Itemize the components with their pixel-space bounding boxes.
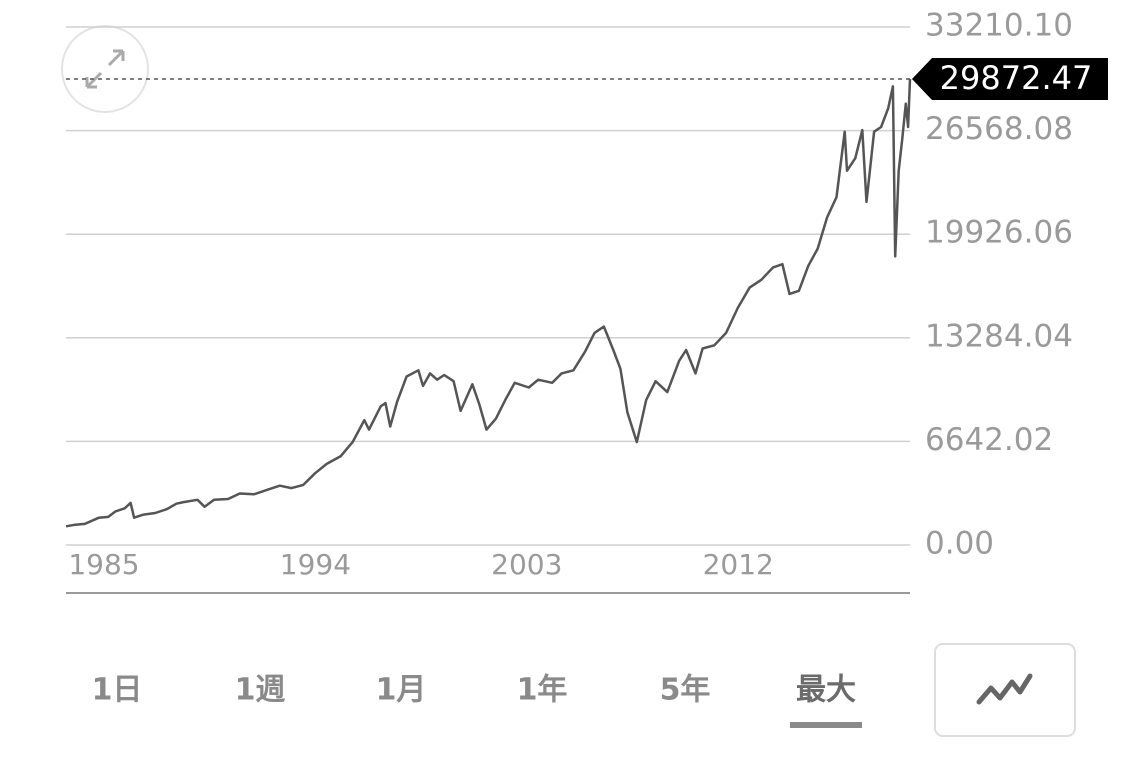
current-price-label: 29872.47 (940, 59, 1093, 97)
chart-type-icon (976, 673, 1033, 705)
expand-button[interactable] (61, 25, 149, 113)
price-line (65, 79, 912, 528)
x-tick-label: 2003 (491, 548, 562, 581)
period-button[interactable]: 1週 (235, 673, 286, 708)
y-tick-label: 19926.06 (925, 215, 1073, 251)
y-tick-label: 0.00 (925, 526, 994, 562)
period-label: 1月 (376, 673, 427, 708)
period-label: 5年 (660, 673, 711, 708)
period-button[interactable]: 1月 (376, 673, 427, 708)
expand-icon (85, 49, 125, 89)
active-underline (790, 722, 862, 728)
period-button[interactable]: 5年 (660, 673, 711, 708)
y-tick-label: 26568.08 (925, 111, 1073, 147)
current-price-tag (912, 58, 1108, 101)
period-button[interactable]: 最大 (790, 673, 862, 729)
period-label: 最大 (796, 673, 856, 708)
x-tick-label: 1994 (280, 548, 351, 581)
chart-type-button[interactable] (934, 643, 1076, 737)
period-button[interactable]: 1年 (517, 673, 568, 708)
y-tick-label: 13284.04 (925, 318, 1073, 354)
period-label: 1年 (517, 673, 568, 708)
x-tick-label: 1985 (68, 548, 139, 581)
expand-circle (61, 25, 149, 113)
period-label: 1日 (92, 673, 143, 708)
period-button[interactable]: 1日 (92, 673, 143, 708)
y-tick-label: 6642.02 (925, 422, 1053, 458)
x-tick-label: 2012 (703, 548, 774, 581)
period-label: 1週 (235, 673, 286, 708)
y-tick-label: 33210.10 (925, 8, 1073, 44)
